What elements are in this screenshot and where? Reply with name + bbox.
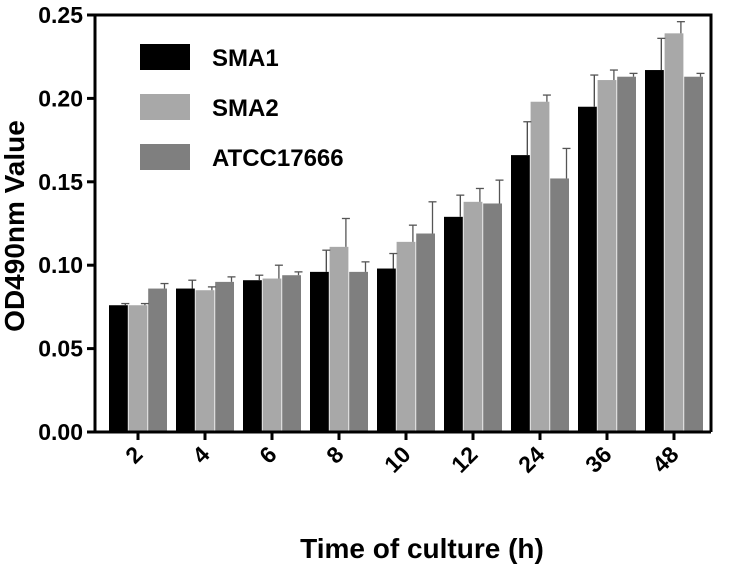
- x-tick-label: 10: [379, 441, 415, 477]
- bar-sma1-24: [511, 155, 530, 432]
- bar-sma1-48: [645, 70, 664, 432]
- y-tick-label: 0.10: [38, 252, 83, 278]
- bar-atcc17666-4: [215, 281, 234, 432]
- bar-atcc17666-36: [617, 76, 636, 432]
- legend: SMA1 SMA2 ATCC17666: [140, 44, 344, 172]
- bar-atcc17666-12: [483, 203, 502, 432]
- bar-sma1-12: [444, 216, 463, 432]
- bar-sma2-8: [329, 246, 349, 432]
- y-tick-label: 0.20: [38, 85, 83, 111]
- bar-sma1-4: [176, 288, 195, 432]
- bar-sma2-12: [463, 201, 483, 432]
- x-tick-label: 6: [254, 441, 281, 468]
- bar-sma2-4: [195, 290, 215, 432]
- bar-sma2-10: [396, 241, 416, 432]
- legend-swatch-atcc17666: [140, 144, 190, 170]
- bar-sma2-2: [128, 305, 148, 432]
- bar-atcc17666-2: [148, 288, 167, 432]
- bar-sma2-24: [530, 101, 550, 433]
- bars-layer: [109, 33, 703, 433]
- legend-label-atcc17666: ATCC17666: [212, 145, 344, 172]
- bar-atcc17666-10: [416, 233, 435, 432]
- bar-sma1-36: [578, 106, 597, 433]
- bar-sma1-6: [243, 280, 262, 432]
- x-tick-label: 2: [120, 441, 147, 468]
- x-tick-label: 4: [187, 441, 215, 469]
- legend-label-sma1: SMA1: [212, 45, 279, 72]
- y-tick-label: 0.05: [38, 336, 83, 362]
- bar-sma1-2: [109, 305, 128, 432]
- y-tick-label: 0.25: [38, 2, 83, 28]
- y-axis-title: OD490nm Value: [0, 120, 30, 332]
- x-tick-label: 24: [513, 441, 550, 478]
- x-tick-label: 8: [321, 441, 349, 469]
- bar-atcc17666-48: [684, 76, 703, 432]
- bar-sma2-6: [262, 278, 282, 432]
- bar-sma1-8: [310, 271, 329, 432]
- bar-atcc17666-24: [550, 178, 569, 432]
- legend-label-sma2: SMA2: [212, 95, 279, 122]
- legend-swatch-sma2: [140, 94, 190, 120]
- error-bars-layer: [121, 21, 705, 306]
- bar-sma2-36: [597, 80, 617, 432]
- x-tick-label: 48: [647, 441, 684, 478]
- x-tick-label: 36: [580, 441, 616, 477]
- x-axis-title: Time of culture (h): [300, 533, 544, 564]
- bar-sma2-48: [664, 33, 684, 433]
- bar-sma1-10: [377, 268, 396, 432]
- bar-atcc17666-8: [349, 271, 368, 432]
- legend-swatch-sma1: [140, 44, 190, 70]
- y-tick-label: 0.15: [38, 169, 83, 195]
- x-tick-label: 12: [446, 441, 482, 477]
- bar-atcc17666-6: [282, 275, 301, 432]
- y-tick-label: 0.00: [38, 419, 83, 445]
